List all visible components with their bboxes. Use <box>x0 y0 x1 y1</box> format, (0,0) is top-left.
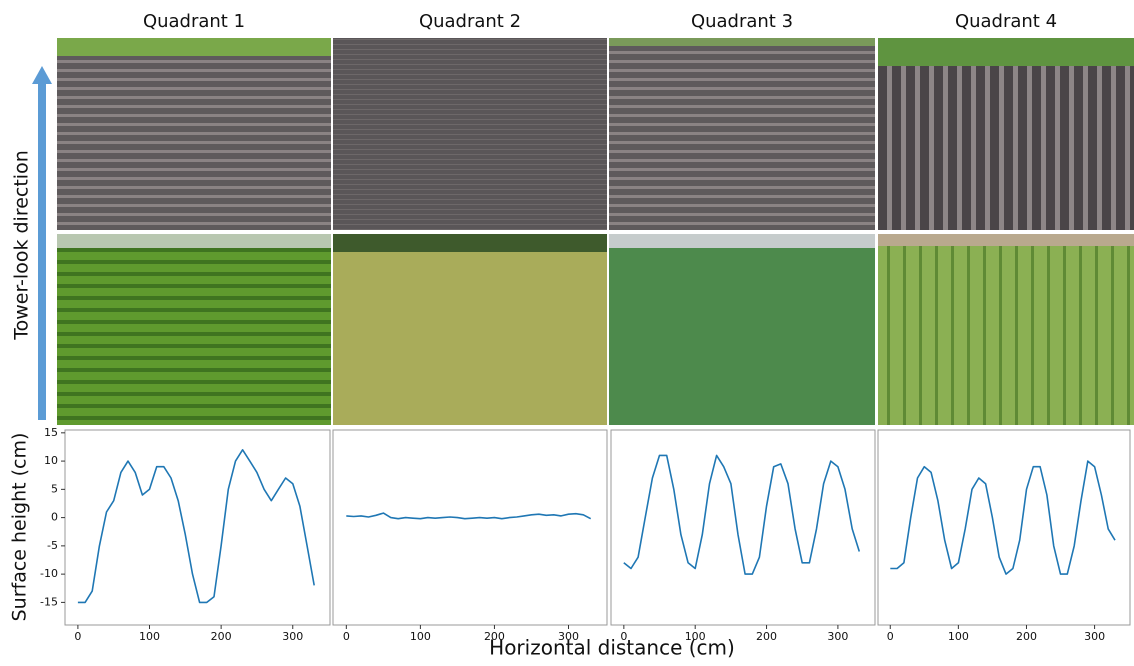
plot-frame <box>610 429 876 626</box>
plot-frame <box>877 429 1131 626</box>
data-line <box>623 454 861 575</box>
chart-title: Quadrant 1 <box>143 11 245 32</box>
photo-horizon <box>609 38 875 46</box>
x-tick-label: 300 <box>1084 630 1105 643</box>
y-tick-label: -5 <box>47 539 58 552</box>
chart-title: Quadrant 2 <box>419 11 521 32</box>
x-tick-label: 100 <box>139 630 160 643</box>
x-tick-label: 200 <box>211 630 232 643</box>
x-tick-label: 0 <box>343 630 350 643</box>
photo <box>878 234 1134 425</box>
arrow-head <box>32 66 52 84</box>
photo-horizon <box>878 234 1134 246</box>
data-line <box>890 460 1116 575</box>
photo <box>57 38 331 230</box>
x-tick-label: 300 <box>827 630 848 643</box>
x-tick-label: 200 <box>1016 630 1037 643</box>
y-tick-label: 0 <box>51 511 58 524</box>
photo <box>609 234 875 425</box>
y-tick-label: 5 <box>51 482 58 495</box>
x-tick-label: 200 <box>756 630 777 643</box>
x-tick-label: 300 <box>282 630 303 643</box>
photo <box>333 234 607 425</box>
x-tick-label: 0 <box>74 630 81 643</box>
photo-horizon <box>57 38 331 56</box>
arrow-label: Tower-look direction <box>11 150 33 341</box>
photo-horizon <box>333 234 607 252</box>
photo <box>333 38 607 230</box>
x-tick-label: 0 <box>620 630 627 643</box>
data-line <box>346 512 592 520</box>
y-tick-label: 10 <box>44 454 58 467</box>
y-axis-label: Surface height (cm) <box>9 433 31 622</box>
chart-title: Quadrant 4 <box>955 11 1057 32</box>
photo-horizon <box>878 38 1134 66</box>
photo <box>57 234 331 425</box>
x-tick-label: 100 <box>948 630 969 643</box>
x-tick-label: 200 <box>484 630 505 643</box>
photo-horizon <box>57 234 331 248</box>
chart-title: Quadrant 3 <box>691 11 793 32</box>
x-tick-label: 100 <box>410 630 431 643</box>
y-tick-label: -10 <box>40 567 58 580</box>
photos <box>57 38 1134 425</box>
y-tick-label: -15 <box>40 595 58 608</box>
x-tick-label: 300 <box>558 630 579 643</box>
x-axis-label: Horizontal distance (cm) <box>489 636 735 660</box>
x-tick-label: 0 <box>887 630 894 643</box>
y-tick-label: 15 <box>44 426 58 439</box>
photo-horizon <box>609 234 875 248</box>
photo <box>609 38 875 230</box>
x-tick-label: 100 <box>685 630 706 643</box>
plot-frame <box>332 429 608 626</box>
photo <box>878 38 1134 230</box>
plot-frame <box>64 429 331 626</box>
data-line <box>77 449 315 604</box>
